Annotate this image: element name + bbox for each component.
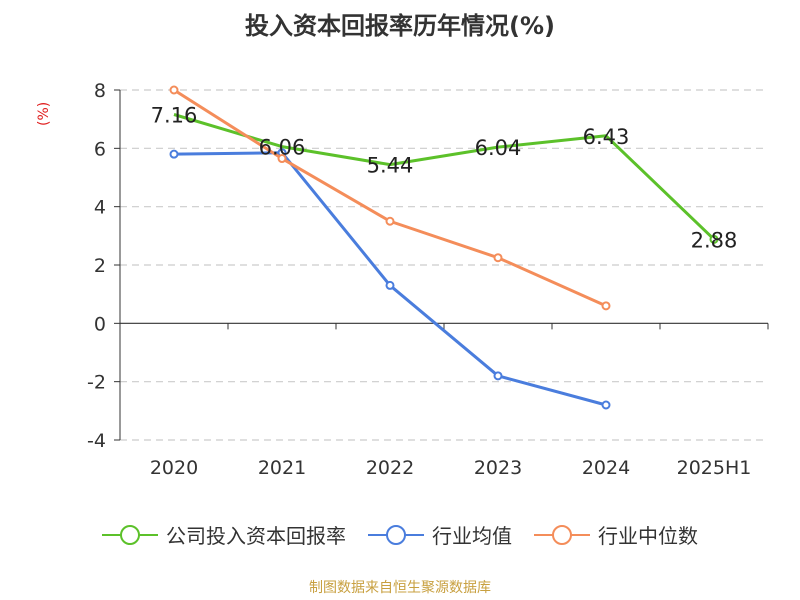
y-tick-label: 6 xyxy=(94,138,106,160)
legend-swatch-median xyxy=(534,524,590,545)
data-point xyxy=(709,234,719,244)
y-tick-label: 2 xyxy=(94,255,106,277)
data-label: 7.16 xyxy=(151,104,198,128)
x-tick-label: 2020 xyxy=(150,457,198,479)
data-label: 6.06 xyxy=(259,136,306,160)
data-point xyxy=(385,216,395,226)
legend-item-company[interactable]: 公司投入资本回报率 xyxy=(102,520,346,549)
x-tick-label: 2023 xyxy=(474,457,522,479)
y-tick-label: 8 xyxy=(94,80,106,102)
data-source-note: 制图数据来自恒生聚源数据库 xyxy=(309,580,491,596)
data-label: 6.04 xyxy=(475,136,522,160)
series-line-industry-average xyxy=(173,151,607,407)
y-tick-label: 4 xyxy=(94,197,106,219)
legend-label-company: 公司投入资本回报率 xyxy=(166,524,346,548)
data-point xyxy=(169,149,179,159)
legend-label-median: 行业中位数 xyxy=(598,524,698,548)
data-point xyxy=(493,371,503,381)
x-tick-label: 2021 xyxy=(258,457,306,479)
chart-title: 投入资本回报率历年情况(%) xyxy=(245,12,555,40)
legend-swatch-company xyxy=(102,524,158,545)
x-tick-label: 2024 xyxy=(582,457,630,479)
y-tick-label: 0 xyxy=(94,313,106,335)
x-tick-label: 2022 xyxy=(366,457,414,479)
data-point xyxy=(169,85,179,95)
series-line-industry-median xyxy=(173,88,607,308)
y-tick-label: -2 xyxy=(87,372,106,394)
legend-item-avg[interactable]: 行业均值 xyxy=(368,520,512,549)
line-chart: 8 6 4 2 0 -2 -4 2020 2021 2022 2023 2024 2025H1 7.16 6… xyxy=(87,80,769,479)
legend-label-avg: 行业均值 xyxy=(432,524,512,548)
data-label: 6.43 xyxy=(583,125,630,149)
series-line-company xyxy=(173,113,716,241)
data-point xyxy=(601,301,611,311)
data-point xyxy=(493,253,503,263)
data-point xyxy=(277,154,287,164)
data-point xyxy=(601,400,611,410)
x-tick-label: 2025H1 xyxy=(677,457,752,479)
y-tick-label: -4 xyxy=(87,430,106,452)
legend-item-median[interactable]: 行业中位数 xyxy=(534,520,698,549)
legend: 公司投入资本回报率 行业均值 行业中位数 xyxy=(0,520,800,549)
data-label: 5.44 xyxy=(367,154,414,178)
data-point xyxy=(385,280,395,290)
data-label: 2.88 xyxy=(691,228,738,252)
legend-swatch-avg xyxy=(368,524,424,545)
